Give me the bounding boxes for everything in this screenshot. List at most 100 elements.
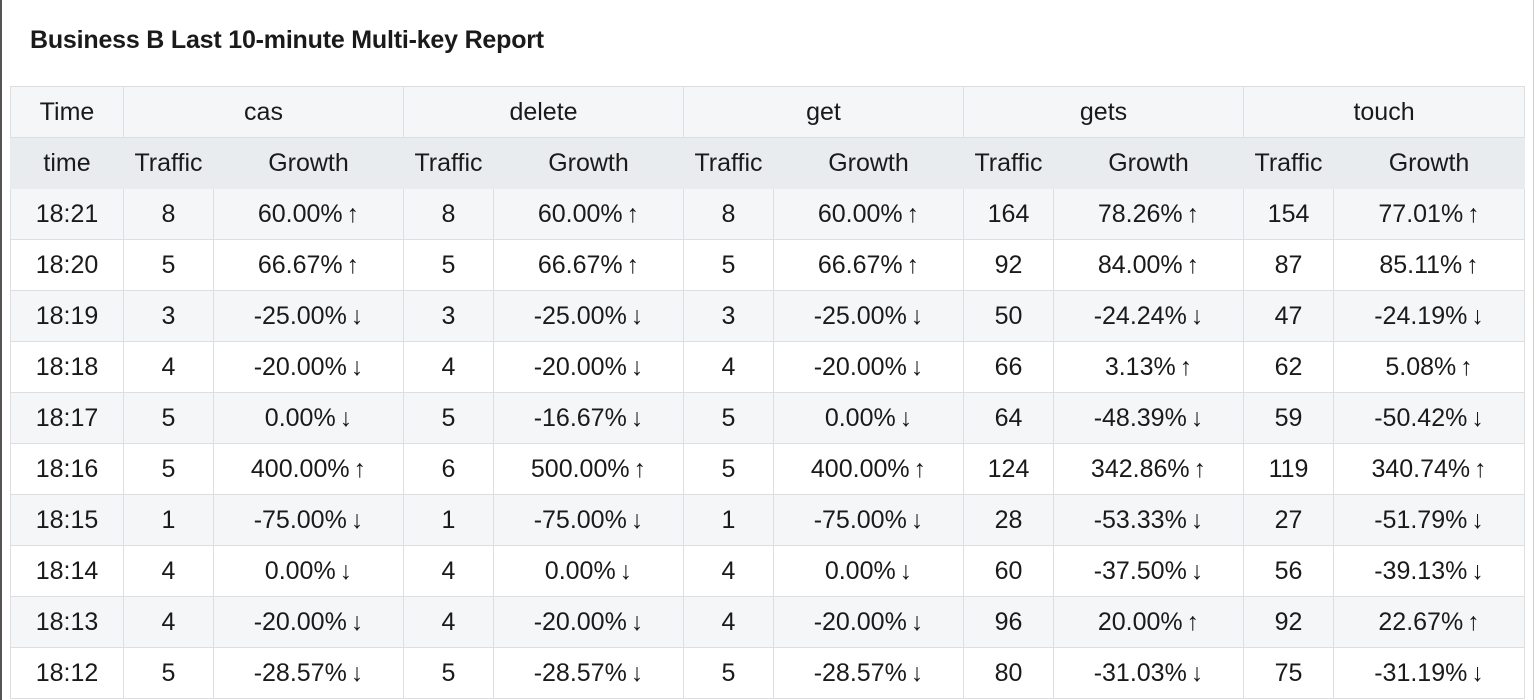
cell-gets-traffic: 60 <box>963 545 1055 597</box>
growth-value: -25.00% <box>813 301 907 330</box>
cell-get-traffic: 4 <box>683 341 774 393</box>
arrow-up-icon: ↑ <box>1467 199 1480 228</box>
cell-get-growth: 66.67% ↑ <box>772 239 965 291</box>
arrow-down-icon: ↓ <box>339 403 353 432</box>
growth-value: -50.42% <box>1374 403 1468 432</box>
growth-value: 0.00% <box>544 556 616 585</box>
cell-touch-traffic: 75 <box>1243 647 1335 699</box>
arrow-up-icon: ↑ <box>906 199 920 228</box>
cell-delete-traffic: 5 <box>403 392 494 444</box>
cell-cas-traffic: 3 <box>123 290 214 342</box>
table-row: 18:18 4 -20.00% ↓ 4 -20.00% ↓ 4 -20.00% ↓ 66 3.13% ↑… <box>10 341 1526 393</box>
cell-cas-growth: -75.00% ↓ <box>213 494 404 546</box>
cell-cas-growth: -20.00% ↓ <box>213 341 404 393</box>
cell-time: 18:20 <box>10 239 124 291</box>
growth-value: 0.00% <box>264 556 336 585</box>
sub-header-touch-growth: Growth <box>1333 137 1526 189</box>
cell-get-traffic: 1 <box>683 494 774 546</box>
arrow-down-icon: ↓ <box>1190 301 1204 330</box>
arrow-up-icon: ↑ <box>353 454 367 483</box>
arrow-down-icon: ↓ <box>350 658 364 687</box>
growth-value: -24.24% <box>1093 301 1187 330</box>
cell-time: 18:14 <box>10 545 124 597</box>
sub-header-cas-growth: Growth <box>213 137 404 189</box>
arrow-down-icon: ↓ <box>1471 301 1484 330</box>
arrow-down-icon: ↓ <box>630 658 644 687</box>
arrow-up-icon: ↑ <box>626 199 640 228</box>
cell-gets-growth: 342.86% ↑ <box>1053 443 1245 495</box>
cell-time: 18:17 <box>10 392 124 444</box>
cell-time: 18:16 <box>10 443 124 495</box>
cell-delete-growth: 500.00% ↑ <box>493 443 684 495</box>
cell-cas-growth: 60.00% ↑ <box>213 188 404 240</box>
cell-gets-traffic: 96 <box>963 596 1055 648</box>
sub-header-time: time <box>10 137 124 189</box>
cell-delete-growth: -75.00% ↓ <box>493 494 684 546</box>
growth-value: 60.00% <box>537 199 623 228</box>
growth-value: -75.00% <box>253 505 347 534</box>
growth-value: 84.00% <box>1097 250 1183 279</box>
growth-value: 66.67% <box>257 250 343 279</box>
cell-gets-traffic: 64 <box>963 392 1055 444</box>
cell-get-growth: 0.00% ↓ <box>772 392 965 444</box>
cell-gets-growth: -37.50% ↓ <box>1053 545 1245 597</box>
arrow-up-icon: ↑ <box>1466 250 1479 279</box>
sub-header-delete-traffic: Traffic <box>403 137 494 189</box>
cell-get-growth: 400.00% ↑ <box>772 443 965 495</box>
cell-cas-growth: -25.00% ↓ <box>213 290 404 342</box>
group-header-get: get <box>682 86 965 138</box>
growth-value: -20.00% <box>253 352 347 381</box>
cell-time: 18:18 <box>10 341 124 393</box>
cell-gets-growth: 3.13% ↑ <box>1053 341 1245 393</box>
cell-gets-growth: -48.39% ↓ <box>1053 392 1245 444</box>
table-row: 18:13 4 -20.00% ↓ 4 -20.00% ↓ 4 -20.00% ↓ 96 20.00%… <box>10 596 1526 648</box>
cell-delete-growth: -16.67% ↓ <box>493 392 684 444</box>
report-table-container: Time cas delete get gets touch time Traf… <box>10 86 1526 699</box>
cell-touch-growth: -31.19% ↓ <box>1333 647 1526 699</box>
growth-value: -20.00% <box>533 352 627 381</box>
group-header-row: Time cas delete get gets touch <box>10 86 1526 138</box>
cell-time: 18:13 <box>10 596 124 648</box>
arrow-up-icon: ↑ <box>346 199 360 228</box>
cell-touch-growth: 22.67% ↑ <box>1333 596 1526 648</box>
cell-cas-growth: 0.00% ↓ <box>213 392 404 444</box>
arrow-down-icon: ↓ <box>350 301 364 330</box>
growth-value: -24.19% <box>1374 301 1468 330</box>
cell-touch-traffic: 154 <box>1243 188 1335 240</box>
growth-value: 66.67% <box>817 250 903 279</box>
cell-get-growth: 0.00% ↓ <box>772 545 965 597</box>
growth-value: -25.00% <box>253 301 347 330</box>
group-header-touch: touch <box>1243 86 1526 138</box>
cell-gets-growth: -31.03% ↓ <box>1053 647 1245 699</box>
arrow-down-icon: ↓ <box>1190 556 1204 585</box>
arrow-down-icon: ↓ <box>1190 658 1204 687</box>
growth-value: -20.00% <box>813 607 907 636</box>
cell-delete-traffic: 8 <box>403 188 494 240</box>
cell-cas-growth: -28.57% ↓ <box>213 647 404 699</box>
cell-delete-growth: 66.67% ↑ <box>493 239 684 291</box>
cell-cas-traffic: 8 <box>123 188 214 240</box>
sub-header-get-traffic: Traffic <box>683 137 774 189</box>
report-table: Time cas delete get gets touch time Traf… <box>10 86 1526 699</box>
cell-delete-traffic: 6 <box>403 443 494 495</box>
arrow-down-icon: ↓ <box>910 505 924 534</box>
growth-value: -20.00% <box>253 607 347 636</box>
arrow-up-icon: ↑ <box>1186 199 1200 228</box>
cell-gets-growth: 20.00% ↑ <box>1053 596 1245 648</box>
cell-touch-growth: -24.19% ↓ <box>1333 290 1526 342</box>
cell-get-traffic: 5 <box>683 443 774 495</box>
cell-gets-traffic: 80 <box>963 647 1055 699</box>
growth-value: -16.67% <box>533 403 627 432</box>
cell-get-growth: -25.00% ↓ <box>772 290 965 342</box>
cell-delete-traffic: 3 <box>403 290 494 342</box>
growth-value: 0.00% <box>824 403 896 432</box>
cell-time: 18:15 <box>10 494 124 546</box>
arrow-down-icon: ↓ <box>899 556 913 585</box>
growth-value: 66.67% <box>537 250 623 279</box>
cell-delete-growth: -25.00% ↓ <box>493 290 684 342</box>
growth-value: -28.57% <box>253 658 347 687</box>
cell-cas-traffic: 5 <box>123 647 214 699</box>
cell-gets-traffic: 164 <box>963 188 1055 240</box>
cell-gets-growth: -24.24% ↓ <box>1053 290 1245 342</box>
cell-cas-traffic: 4 <box>123 596 214 648</box>
